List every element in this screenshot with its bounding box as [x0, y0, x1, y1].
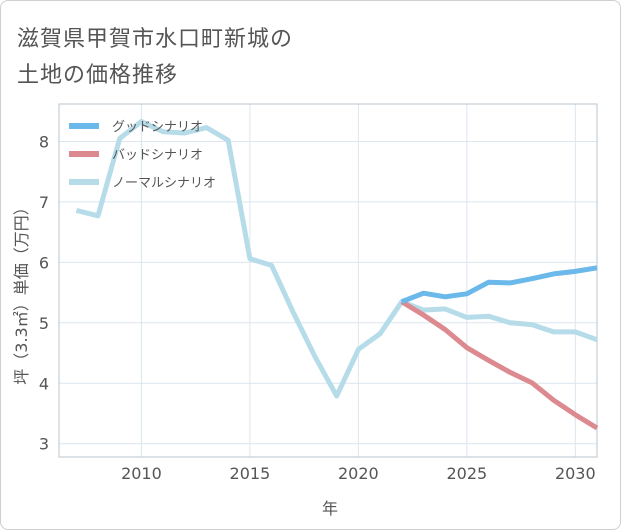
y-tick-label: 5 — [39, 314, 49, 333]
y-axis-label: 坪（3.3㎡）単価（万円） — [12, 199, 31, 384]
x-tick-label: 2020 — [338, 464, 379, 483]
plot-border — [58, 103, 598, 458]
y-tick-label: 3 — [39, 435, 49, 454]
plot-frame — [58, 103, 598, 458]
chart-title-line-2: 土地の価格推移 — [17, 63, 179, 88]
legend-label-1: バッドシナリオ — [112, 148, 203, 163]
x-tick-label: 2015 — [230, 464, 271, 483]
legend-label-0: グッドシナリオ — [112, 120, 203, 135]
y-tick-label: 7 — [39, 193, 49, 212]
y-tick-label: 8 — [39, 132, 49, 151]
legend-label-2: ノーマルシナリオ — [112, 176, 216, 191]
x-tick-label: 2030 — [555, 464, 596, 483]
x-tick-label: 2025 — [446, 464, 487, 483]
x-axis-label: 年 — [322, 499, 338, 518]
y-tick-label: 4 — [39, 374, 49, 393]
series-lines — [75, 119, 599, 431]
series-line-0 — [400, 265, 598, 305]
chart-title-line-1: 滋賀県甲賀市水口町新城の — [17, 27, 294, 52]
series-line-1 — [400, 299, 599, 431]
axis-ticks: 2010 2015 2020 2025 2030 3 4 5 6 7 8 — [39, 132, 596, 483]
x-tick-label: 2010 — [121, 464, 162, 483]
series-line-2 — [75, 119, 598, 399]
y-tick-label: 6 — [39, 253, 49, 272]
